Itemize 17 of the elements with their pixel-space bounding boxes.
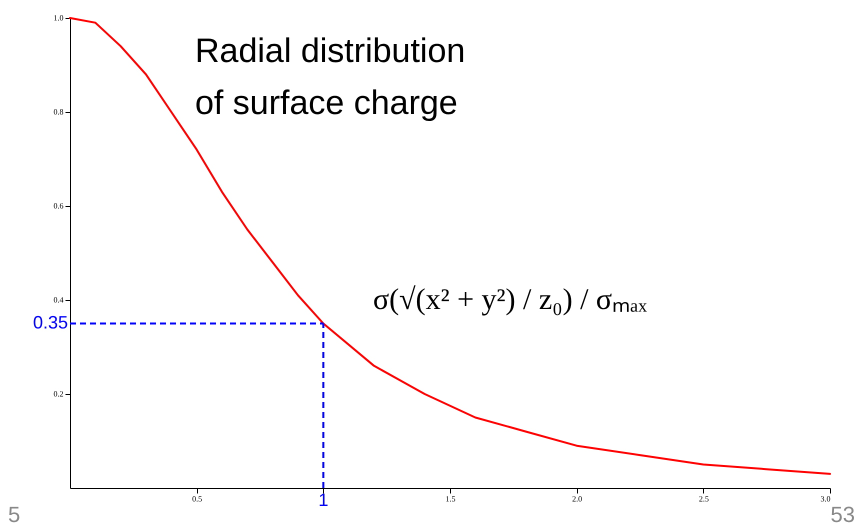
x-tick-label: 1.5 xyxy=(446,494,456,504)
text: 53 xyxy=(830,502,855,527)
text: Radial distribution of surface charge xyxy=(195,32,466,122)
ref-line-label: 0.35 xyxy=(32,312,68,332)
x-tick-label: 2.5 xyxy=(698,494,709,504)
line-series xyxy=(69,17,831,475)
y-tick-label: 0.4 xyxy=(54,296,64,304)
x-tick-label: 2.0 xyxy=(572,494,582,504)
y-tick-label: 0.6 xyxy=(54,202,64,210)
ref-line-label: 1 xyxy=(318,490,328,510)
y-tick-label: 1.0 xyxy=(54,14,64,22)
text: 5 xyxy=(8,502,20,527)
y-tick-label: 0.2 xyxy=(54,390,64,398)
x-tick-label: 0.5 xyxy=(192,494,202,504)
y-tick-label: 0.8 xyxy=(54,108,64,116)
annotation: σ(√(x² + y²) / z₀) / σₘₐₓ xyxy=(372,283,648,316)
x-tick-label: 3.0 xyxy=(820,494,830,504)
